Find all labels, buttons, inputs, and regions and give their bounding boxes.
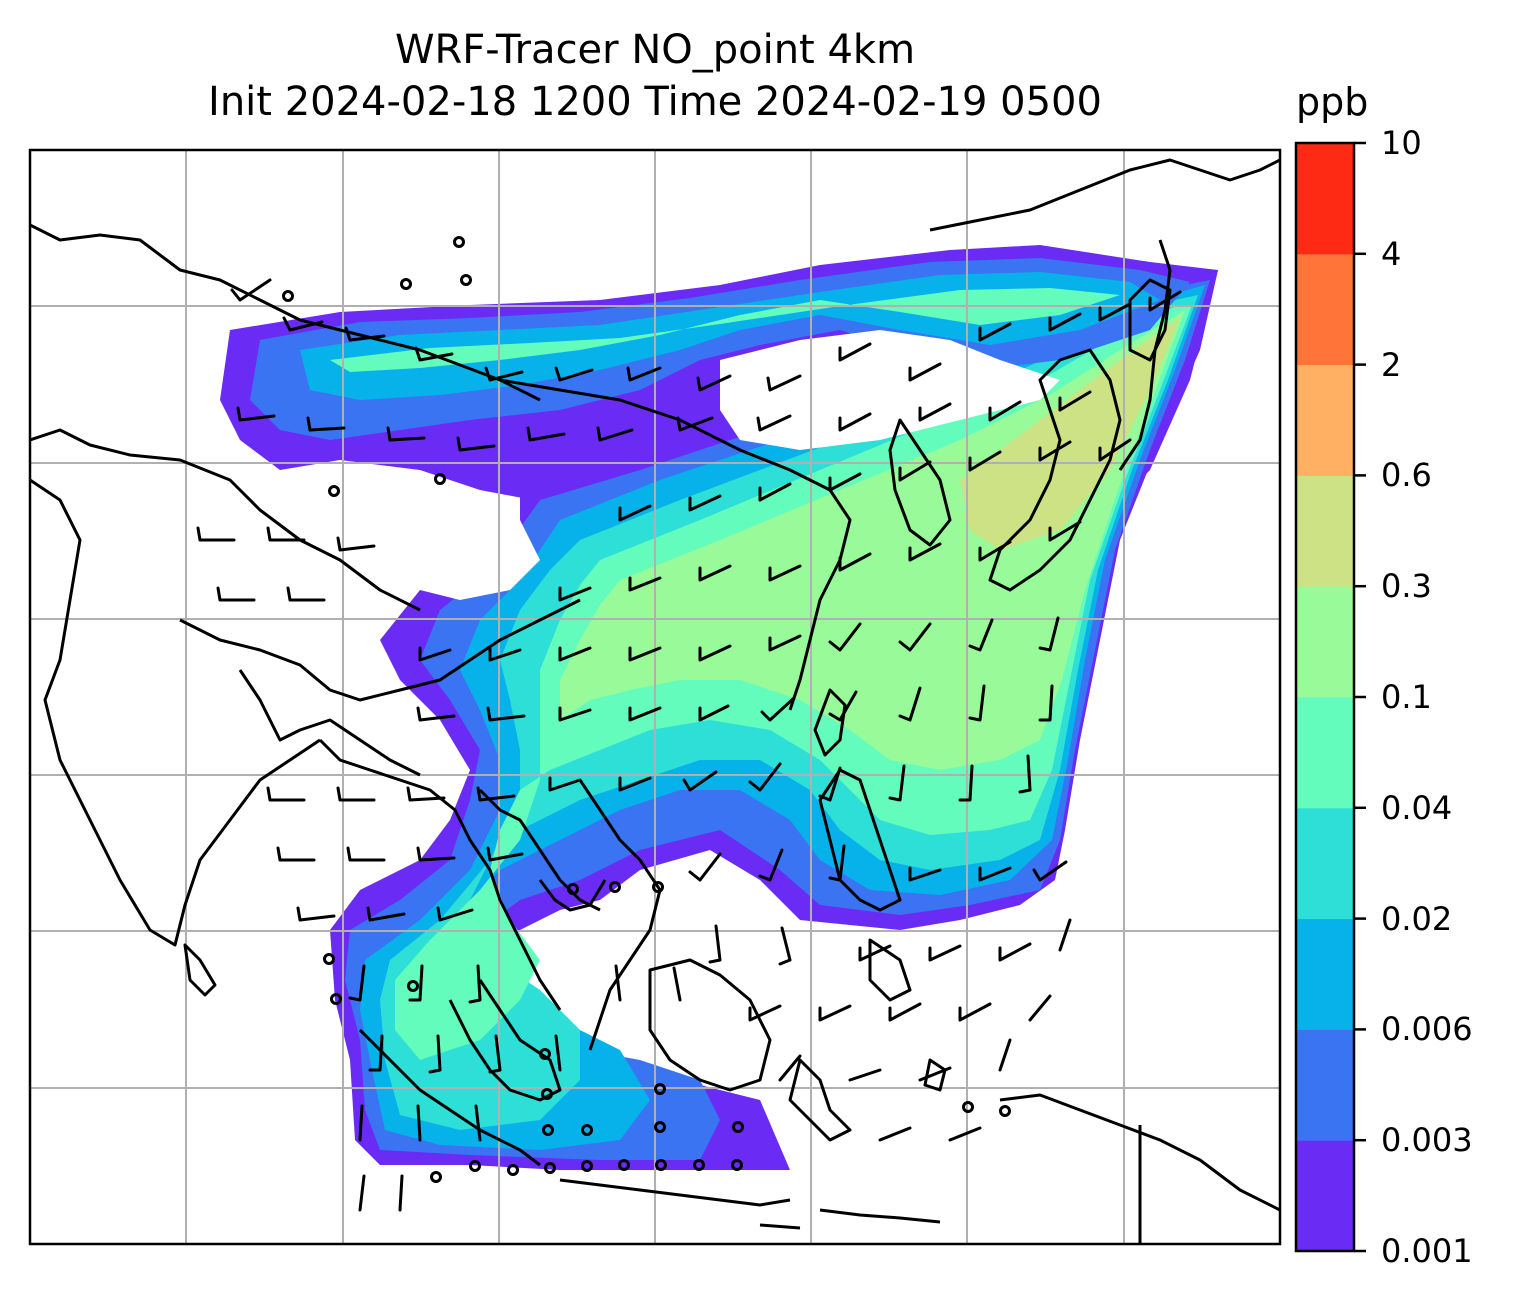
tracer-field — [220, 245, 1218, 1170]
plume-gap-north — [720, 330, 1060, 450]
plume-north-midhigh — [330, 288, 1120, 372]
colorbar-segment — [1296, 143, 1354, 255]
colorbar-tick-label: 0.02 — [1381, 899, 1453, 938]
plume-main-higher — [560, 310, 1185, 770]
colorbar-tick-label: 0.3 — [1381, 567, 1432, 606]
map-frame — [28, 148, 1282, 1246]
colorbar-tick-label: 0.04 — [1381, 788, 1453, 827]
map-area — [30, 150, 1280, 1244]
colorbar-segment — [1296, 1140, 1354, 1252]
colorbar-tick-label: 4 — [1381, 234, 1402, 273]
colorbar-tick-label: 0.006 — [1381, 1010, 1473, 1049]
colorbar-tick-label: 2 — [1381, 345, 1402, 384]
colorbar-tick-marks — [1354, 141, 1366, 1253]
colorbar-tick-label: 10 — [1381, 124, 1422, 162]
colorbar-segment — [1296, 918, 1354, 1030]
colorbar-segments — [1296, 143, 1354, 1252]
colorbar-segment — [1296, 364, 1354, 476]
colorbar-tick-label: 0.001 — [1381, 1232, 1473, 1270]
colorbar-unit-label: ppb — [1296, 80, 1369, 124]
colorbar-segment — [1296, 475, 1354, 587]
figure-title: WRF-Tracer NO_point 4km Init 2024-02-18 … — [30, 24, 1280, 128]
colorbar-tick-label: 0.003 — [1381, 1121, 1473, 1160]
colorbar-segment — [1296, 697, 1354, 809]
colorbar-segment — [1296, 807, 1354, 920]
calm-markers — [282, 236, 1011, 1183]
colorbar-segment — [1296, 586, 1354, 698]
plume-gap-west — [380, 490, 540, 600]
colorbar-tick-label: 0.1 — [1381, 678, 1432, 716]
colorbar — [1294, 141, 1366, 1253]
colorbar-segment — [1296, 253, 1354, 366]
wind-barbs — [196, 278, 1182, 1212]
title-line-1: WRF-Tracer NO_point 4km — [394, 27, 916, 73]
title-line-2: Init 2024-02-18 1200 Time 2024-02-19 050… — [208, 79, 1102, 125]
colorbar-segment — [1296, 1029, 1354, 1141]
colorbar-tick-label: 0.6 — [1381, 456, 1432, 495]
